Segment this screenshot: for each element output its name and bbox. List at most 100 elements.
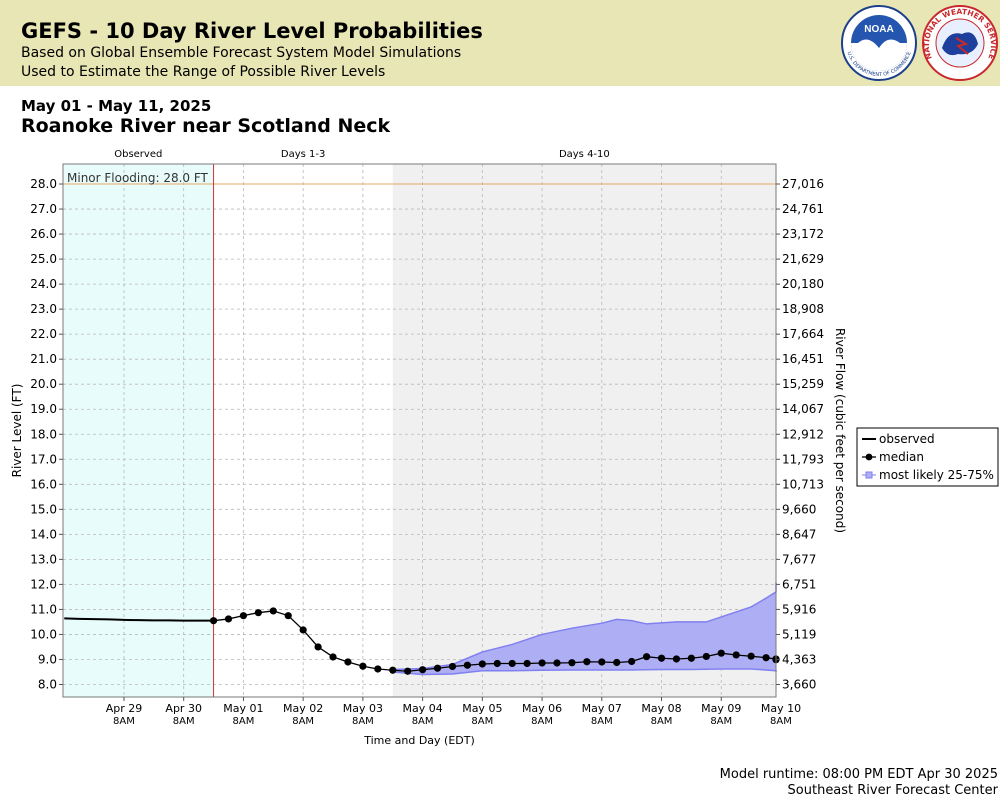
x-tick-label-time: 8AM bbox=[233, 716, 255, 727]
legend-median-label: median bbox=[879, 450, 924, 464]
y-tick-label: 23.0 bbox=[30, 302, 57, 316]
y-tick-label: 15.0 bbox=[30, 502, 57, 516]
legend-range-label: most likely 25-75% bbox=[879, 468, 994, 482]
median-point bbox=[433, 664, 442, 672]
median-point bbox=[687, 654, 695, 662]
median-point bbox=[538, 659, 546, 667]
y-tick-label: 9.0 bbox=[38, 652, 57, 666]
y-tick-label: 17.0 bbox=[30, 452, 57, 466]
y-tick-label: 13.0 bbox=[30, 552, 57, 566]
x-tick-label-time: 8AM bbox=[352, 716, 374, 727]
median-line bbox=[213, 610, 777, 672]
y-tick-label: 24.0 bbox=[30, 277, 57, 291]
extended-forecast-region bbox=[392, 164, 776, 697]
y2-tick-label: 20,180 bbox=[782, 277, 824, 291]
section-label: Observed bbox=[114, 149, 162, 160]
river-level-chart: Observed Days 1-3 Days 4-10 Minor Flooding:… bbox=[10, 149, 999, 747]
y2-tick-label: 7,677 bbox=[782, 552, 816, 566]
plot-frame bbox=[62, 163, 777, 698]
median-point bbox=[568, 659, 576, 667]
median-point bbox=[732, 651, 740, 659]
median-point bbox=[642, 653, 651, 661]
page-subtitle-1: Based on Global Ensemble Forecast System… bbox=[21, 45, 462, 61]
y-tick-label: 21.0 bbox=[30, 352, 57, 366]
median-point bbox=[404, 667, 412, 675]
x-tick-label-time: 8AM bbox=[710, 716, 732, 727]
median-point bbox=[224, 615, 233, 623]
y-tick-label: 10.0 bbox=[30, 627, 57, 641]
y2-tick-label: 11,793 bbox=[782, 452, 824, 466]
y-tick-label: 19.0 bbox=[30, 402, 57, 416]
median-point bbox=[209, 617, 218, 625]
range-upper-line bbox=[392, 582, 777, 671]
median-point bbox=[314, 643, 322, 651]
y-tick-label: 12.0 bbox=[30, 577, 57, 591]
y-tick-label: 25.0 bbox=[30, 252, 57, 266]
y-tick-label: 28.0 bbox=[30, 177, 57, 191]
median-point bbox=[657, 654, 666, 662]
x-tick-label-day: May 06 bbox=[522, 702, 562, 715]
y2-tick-label: 18,908 bbox=[782, 302, 824, 316]
noaa-logo: NOAA U.S. DEPARTMENT OF COMMERCE bbox=[841, 5, 917, 81]
y2-tick-label: 5,916 bbox=[782, 602, 816, 616]
median-point bbox=[702, 652, 710, 661]
x-tick-label-time: 8AM bbox=[113, 716, 135, 727]
y-tick-label: 22.0 bbox=[30, 327, 57, 341]
median-point bbox=[344, 658, 352, 666]
x-tick-label-day: May 10 bbox=[761, 702, 801, 715]
range-lower-line bbox=[392, 668, 777, 676]
model-runtime: Model runtime: 08:00 PM EDT Apr 30 2025 bbox=[719, 767, 998, 782]
median-point bbox=[717, 649, 725, 657]
y-tick-label: 8.0 bbox=[38, 677, 57, 691]
median-point bbox=[478, 660, 486, 668]
median-point bbox=[254, 609, 262, 617]
y2-tick-label: 4,363 bbox=[782, 652, 816, 666]
median-point bbox=[762, 654, 770, 662]
y-axis-label: River Level (FT) bbox=[10, 384, 24, 478]
y-tick-label: 16.0 bbox=[30, 477, 57, 491]
median-point bbox=[419, 666, 427, 674]
observed-region bbox=[63, 164, 214, 697]
median-point bbox=[598, 658, 606, 666]
y2-tick-label: 10,713 bbox=[782, 477, 824, 491]
y2-tick-label: 21,629 bbox=[782, 252, 824, 266]
y2-tick-label: 17,664 bbox=[782, 327, 824, 341]
x-tick-label-time: 8AM bbox=[651, 716, 673, 727]
y-tick-label: 11.0 bbox=[30, 602, 57, 616]
y-tick-label: 18.0 bbox=[30, 427, 57, 441]
median-point bbox=[553, 659, 561, 667]
y-tick-label: 27.0 bbox=[30, 202, 57, 216]
header-banner: GEFS - 10 Day River Level Probabilities … bbox=[0, 0, 1000, 86]
page-subtitle-2: Used to Estimate the Range of Possible R… bbox=[21, 64, 386, 80]
legend-box bbox=[856, 427, 999, 487]
median-point bbox=[613, 658, 621, 667]
range-25-75-area bbox=[392, 582, 776, 675]
y-tick-label: 26.0 bbox=[30, 227, 57, 241]
y2-tick-label: 16,451 bbox=[782, 352, 824, 366]
date-range: May 01 - May 11, 2025 bbox=[21, 97, 212, 115]
x-tick-label-day: May 08 bbox=[641, 702, 681, 715]
legend-observed-label: observed bbox=[879, 432, 935, 446]
median-point bbox=[523, 659, 531, 668]
nws-logo: NATIONAL WEATHER SERVICE bbox=[922, 5, 998, 81]
y2-tick-label: 23,172 bbox=[782, 227, 824, 241]
y2-tick-label: 14,067 bbox=[782, 402, 824, 416]
y2-tick-label: 6,751 bbox=[782, 577, 816, 591]
x-tick-label-time: 8AM bbox=[471, 716, 493, 727]
legend-range-swatch bbox=[865, 471, 873, 479]
x-tick-label-day: May 04 bbox=[402, 702, 442, 715]
median-point bbox=[239, 612, 248, 620]
median-point bbox=[583, 658, 591, 666]
y2-tick-label: 5,119 bbox=[782, 627, 816, 641]
median-point bbox=[508, 659, 516, 668]
median-point bbox=[329, 653, 337, 661]
x-tick-label-time: 8AM bbox=[292, 716, 314, 727]
median-point bbox=[284, 612, 292, 620]
noaa-logo-text: NOAA bbox=[864, 24, 893, 35]
flood-stage-label: Minor Flooding: 28.0 FT bbox=[67, 171, 209, 185]
median-point bbox=[493, 659, 501, 668]
x-tick-label-day: Apr 29 bbox=[106, 702, 143, 715]
median-point bbox=[628, 657, 636, 666]
x-tick-label-day: May 07 bbox=[582, 702, 622, 715]
y2-tick-label: 9,660 bbox=[782, 502, 816, 516]
